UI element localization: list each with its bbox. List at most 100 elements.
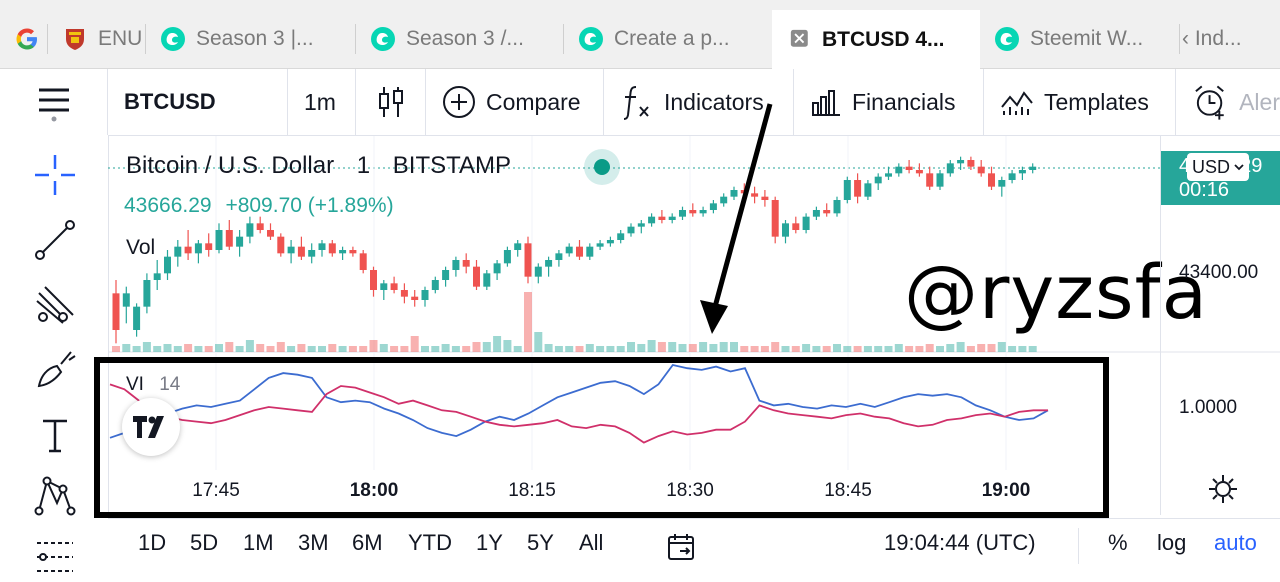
financials-button[interactable]: Financials	[794, 69, 984, 135]
pitchfork-tool[interactable]	[30, 280, 80, 330]
candle-body	[998, 180, 1006, 187]
go-to-date-button[interactable]	[666, 532, 696, 567]
trend-line-tool[interactable]	[30, 215, 80, 265]
range-button-all[interactable]: All	[579, 530, 604, 555]
auto-toggle[interactable]: auto	[1214, 530, 1257, 555]
percent-toggle[interactable]: %	[1108, 530, 1128, 555]
range-button-ytd[interactable]: YTD	[408, 530, 452, 555]
candle-body	[411, 296, 419, 300]
chevron-down-icon	[1234, 164, 1244, 171]
browser-tab-google[interactable]	[0, 10, 48, 68]
browser-tab-enu[interactable]: ENU	[48, 10, 146, 68]
market-open-indicator[interactable]	[584, 149, 620, 185]
volume-bar	[554, 346, 563, 352]
candle-body	[967, 160, 975, 167]
text-tool[interactable]	[30, 410, 80, 460]
close-icon[interactable]	[790, 29, 812, 51]
volume-bar	[369, 340, 378, 352]
brush-icon	[37, 351, 76, 388]
volume-bar	[482, 342, 491, 352]
range-button-6m[interactable]: 6M	[352, 530, 383, 555]
symbol-title: Bitcoin / U.S. Dollar	[126, 152, 335, 179]
last-price: 43666.29	[124, 194, 212, 217]
compare-button[interactable]: Compare	[426, 69, 604, 135]
indicators-button[interactable]: Indicators	[604, 69, 794, 135]
candle-body	[370, 270, 377, 290]
range-button-5d[interactable]: 5D	[190, 530, 219, 555]
volume-bar	[688, 344, 697, 352]
volume-bar	[338, 346, 347, 352]
candle-body	[297, 246, 305, 257]
browser-tab-create[interactable]: Create a p...	[564, 10, 772, 68]
range-button-1y[interactable]: 1Y	[476, 530, 503, 555]
candle-body	[802, 216, 810, 230]
volume-bar	[997, 342, 1006, 352]
price-axis[interactable]: 43664.29 00:16 USD 43400.00 1.0000	[1160, 135, 1280, 515]
volume-bar	[245, 340, 254, 352]
volume-bar	[606, 346, 615, 352]
browser-tab-steemit[interactable]: Steemit W...	[980, 10, 1180, 68]
log-toggle[interactable]: log	[1157, 530, 1187, 555]
tradingview-logo[interactable]	[122, 398, 180, 456]
brush-tool[interactable]	[30, 345, 80, 395]
candle-body	[792, 223, 800, 230]
currency-button[interactable]: USD	[1187, 153, 1249, 181]
candle-body	[679, 210, 686, 217]
browser-tab-season3-b[interactable]: Season 3 /...	[356, 10, 564, 68]
volume-bar	[1018, 346, 1027, 352]
range-button-1m[interactable]: 1M	[243, 530, 274, 555]
chart-type-button[interactable]	[356, 69, 426, 135]
time-tick-label: 18:00	[350, 480, 399, 501]
symbol-search-button[interactable]: BTCUSD	[108, 69, 288, 135]
interval-button[interactable]: 1m	[288, 69, 356, 135]
volume-bar	[1008, 346, 1017, 352]
volume-bar	[637, 344, 646, 352]
volume-bar	[657, 342, 666, 352]
bar-chart-icon	[812, 90, 840, 116]
candle-body	[462, 260, 470, 267]
volume-bar	[297, 344, 306, 352]
candle-body	[514, 243, 522, 250]
candle-body	[267, 230, 274, 237]
candle-body	[988, 173, 995, 187]
volume-bar	[709, 344, 718, 352]
range-button-3m[interactable]: 3M	[298, 530, 329, 555]
gear-icon	[1209, 475, 1237, 503]
utc-clock[interactable]: 19:04:44 (UTC)	[884, 530, 1036, 555]
tradingview-logo-icon	[133, 416, 164, 438]
candle-body	[576, 246, 583, 257]
forecast-tool[interactable]	[30, 530, 80, 580]
alarm-clock-icon	[1195, 85, 1224, 120]
time-tick-label: 18:45	[824, 480, 872, 501]
candle-body	[864, 183, 872, 197]
volume-bar	[122, 344, 131, 352]
browser-tab-ind[interactable]: ‹ Ind...	[1182, 27, 1242, 50]
symbol-legend: Bitcoin / U.S. Dollar 1 BITSTAMP	[126, 152, 511, 180]
range-button-1d[interactable]: 1D	[138, 530, 167, 555]
menu-button[interactable]	[0, 69, 108, 135]
volume-bar	[441, 344, 450, 352]
symbol-exchange: BITSTAMP	[392, 152, 512, 179]
range-button-5y[interactable]: 5Y	[527, 530, 554, 555]
candle-body	[205, 243, 213, 250]
candle-body	[215, 230, 223, 250]
volume-bar	[235, 346, 244, 352]
alert-button[interactable]: Aler	[1176, 69, 1280, 135]
settings-button[interactable]	[1207, 473, 1239, 505]
indicator-legend: VI 14	[126, 374, 180, 396]
symbol-interval: 1	[356, 152, 371, 179]
pattern-tool[interactable]	[30, 470, 80, 520]
volume-bar	[503, 340, 512, 352]
candle-body	[936, 173, 944, 187]
indicator-length: 14	[159, 374, 181, 395]
bottom-divider	[1078, 528, 1079, 564]
templates-button[interactable]: Templates	[984, 69, 1176, 135]
browser-tab-btcusd[interactable]: BTCUSD 4...	[772, 10, 980, 69]
browser-tab-season3-a[interactable]: Season 3 |...	[146, 10, 356, 68]
volume-bar	[915, 346, 924, 352]
volume-bar	[225, 342, 234, 352]
volume-bar	[781, 346, 790, 352]
candle-body	[627, 226, 635, 234]
volume-bar	[379, 344, 388, 352]
crosshair-tool[interactable]	[30, 150, 80, 200]
